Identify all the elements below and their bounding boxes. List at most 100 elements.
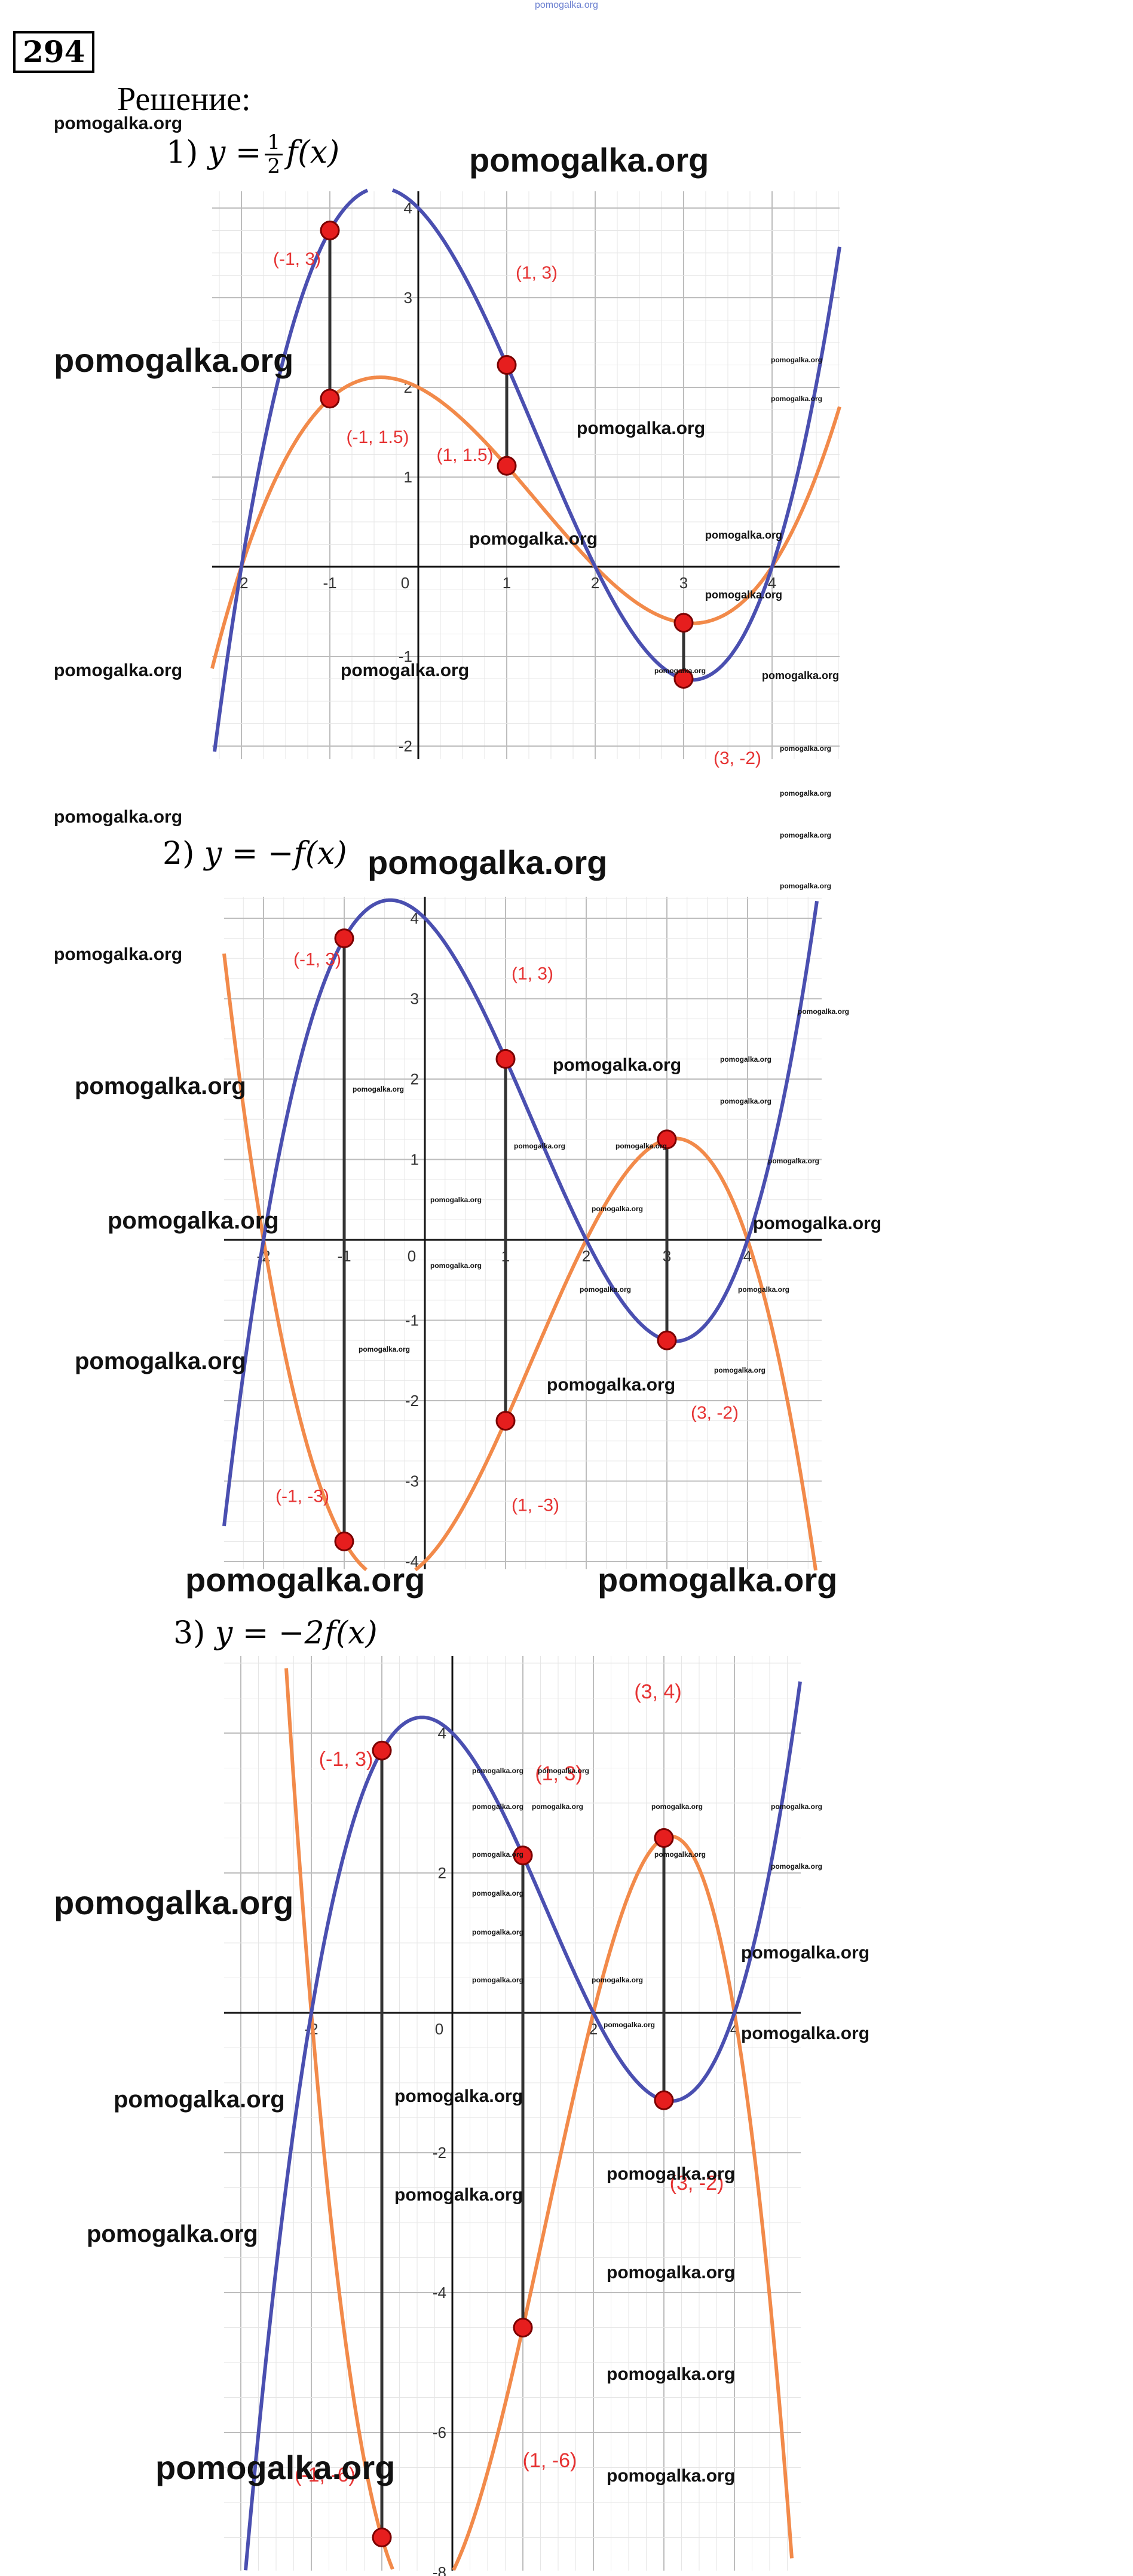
point-label: (3, -2) [670, 2172, 724, 2195]
y-tick-label: -8 [433, 2563, 446, 2576]
watermark: pomogalka.org [607, 2364, 736, 2384]
watermark: pomogalka.org [705, 529, 783, 541]
marked-point [320, 221, 340, 240]
point-label: (1, 3) [512, 964, 553, 984]
watermark: pomogalka.org [185, 1561, 425, 1599]
y-tick-label: -2 [405, 1392, 419, 1410]
y-tick-label: -4 [433, 2284, 446, 2302]
watermark: pomogalka.org [616, 1142, 667, 1150]
watermark: pomogalka.org [430, 1196, 482, 1204]
watermark: pomogalka.org [538, 1767, 590, 1775]
y-tick-label: -2 [399, 737, 412, 755]
point-label: (-1, -6) [295, 2464, 356, 2486]
watermark: pomogalka.org [607, 2263, 736, 2282]
x-tick-label: 0 [435, 2020, 443, 2038]
watermark: pomogalka.org [469, 529, 598, 549]
watermark: pomogalka.org [341, 661, 470, 680]
point-label: (3, 4) [634, 1680, 681, 1703]
x-tick-label: 1 [503, 574, 511, 592]
watermark: pomogalka.org [472, 1928, 524, 1936]
marked-point [497, 355, 517, 375]
marked-point [320, 389, 340, 409]
watermark: pomogalka.org [54, 661, 183, 680]
watermark: pomogalka.org [771, 395, 823, 403]
y-tick-label: 3 [411, 990, 419, 1008]
y-tick-label: 4 [438, 1724, 446, 1742]
marked-point [372, 2528, 392, 2547]
x-tick-label: -1 [323, 574, 336, 592]
watermark: pomogalka.org [741, 2024, 870, 2043]
y-tick-label: 2 [411, 1070, 419, 1088]
watermark: pomogalka.org [651, 1802, 703, 1811]
point-label: (1, 3) [516, 263, 558, 283]
watermark: pomogalka.org [580, 1285, 632, 1294]
marked-point [495, 1411, 516, 1431]
watermark: pomogalka.org [472, 1767, 524, 1775]
x-tick-label: 0 [401, 574, 409, 592]
y-tick-label: -2 [433, 2144, 446, 2162]
watermark: pomogalka.org [720, 1055, 772, 1064]
point-label: (-1, 1.5) [346, 427, 409, 447]
x-tick-label: 3 [679, 574, 688, 592]
watermark: pomogalka.org [394, 2185, 523, 2205]
watermark: pomogalka.org [780, 744, 832, 753]
watermark: pomogalka.org [54, 1884, 294, 1921]
point-label: (1, -3) [512, 1496, 559, 1515]
point-label: (3, -2) [691, 1403, 739, 1423]
y-tick-label: -1 [399, 647, 412, 665]
graph-3: -2 0 2 442-2-4-6-8(-1, 3)(1, 3)(3, 4)(3, -2… [224, 1656, 802, 2576]
point-label: (1, 3) [535, 1762, 582, 1785]
watermark: pomogalka.org [654, 1850, 706, 1859]
marked-point [513, 2318, 533, 2337]
watermark: pomogalka.org [54, 114, 183, 133]
marked-point [334, 928, 354, 949]
marked-point [673, 613, 694, 633]
marked-point [657, 1330, 677, 1350]
watermark: pomogalka.org [780, 882, 832, 890]
x-tick-label: 0 [408, 1247, 416, 1265]
marked-point [654, 1828, 674, 1848]
watermark: pomogalka.org [738, 1285, 790, 1294]
watermark: pomogalka.org [469, 141, 709, 179]
watermark: pomogalka.org [780, 789, 832, 797]
watermark: pomogalka.org [768, 1157, 820, 1165]
watermark: pomogalka.org [547, 1375, 676, 1395]
watermark: pomogalka.org [762, 670, 840, 682]
grid-lines [224, 897, 822, 1569]
watermark: pomogalka.org [771, 1862, 823, 1871]
marked-point [497, 456, 517, 476]
watermark: pomogalka.org [720, 1097, 772, 1105]
solution-heading: Решение: [117, 81, 251, 118]
y-tick-label: -6 [433, 2424, 446, 2441]
watermark: pomogalka.org [753, 1214, 882, 1233]
y-tick-label: -3 [405, 1472, 419, 1490]
watermark: pomogalka.org [714, 1366, 766, 1374]
watermark: pomogalka.org [654, 667, 706, 675]
point-label: (-1, 3) [273, 249, 321, 269]
watermark: pomogalka.org [430, 1261, 482, 1270]
grid-lines [224, 1656, 801, 2571]
watermark: pomogalka.org [54, 341, 294, 379]
marked-point [513, 1845, 533, 1866]
point-label: (-1, -3) [275, 1487, 329, 1507]
watermark: pomogalka.org [705, 589, 783, 601]
x-tick-label: 2 [591, 574, 599, 592]
formula-part-3: 3) y = −2f(x) [173, 1615, 378, 1651]
watermark: pomogalka.org [771, 1802, 823, 1811]
point-label: (1, 1.5) [436, 445, 493, 465]
watermark: pomogalka.org [353, 1085, 405, 1093]
task-number: 294 [13, 31, 95, 73]
site-header-link[interactable]: pomogalka.org [535, 0, 598, 10]
watermark: pomogalka.org [359, 1345, 411, 1353]
transformed-curve-1 [210, 375, 841, 669]
y-tick-label: 4 [404, 199, 412, 217]
y-tick-label: 2 [438, 1864, 446, 1882]
watermark: pomogalka.org [604, 2021, 656, 2029]
watermark: pomogalka.org [472, 1802, 524, 1811]
watermark: pomogalka.org [741, 1943, 870, 1963]
watermark: pomogalka.org [532, 1802, 584, 1811]
marked-point [495, 1049, 516, 1069]
